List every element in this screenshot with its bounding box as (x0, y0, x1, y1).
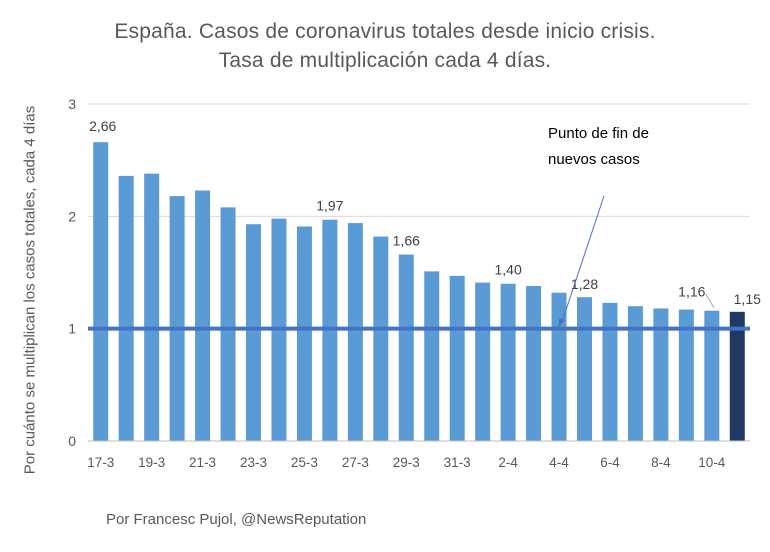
y-tick-label: 3 (68, 96, 76, 112)
data-label: 1,66 (393, 233, 420, 249)
x-tick-label: 29-3 (393, 455, 420, 470)
annotation-arrow (561, 195, 605, 323)
footer-credit: Por Francesc Pujol, @NewsReputation (106, 511, 367, 528)
chart-title: España. Casos de coronavirus totales des… (114, 20, 656, 43)
x-tick-label: 4-4 (549, 455, 569, 470)
bar (296, 226, 312, 441)
bar (729, 311, 745, 441)
bar (118, 175, 134, 442)
y-tick-label: 1 (68, 321, 76, 337)
y-tick-label: 0 (68, 433, 76, 449)
bar (169, 196, 185, 441)
x-tick-label: 8-4 (651, 455, 671, 470)
y-axis-label: Por cuánto se multiplican los casos tota… (21, 105, 39, 475)
bar (704, 310, 720, 441)
x-tick-label: 2-4 (498, 455, 518, 470)
data-label: 1,15 (734, 291, 761, 307)
bar (449, 275, 465, 441)
x-tick-label: 21-3 (189, 455, 216, 470)
bar (347, 223, 363, 441)
x-tick-label: 17-3 (87, 455, 114, 470)
leader-line (705, 293, 715, 308)
x-tick-label: 27-3 (342, 455, 369, 470)
bar (577, 297, 592, 441)
bar (678, 309, 694, 441)
bar (475, 282, 491, 441)
bar (93, 142, 109, 441)
bar (246, 224, 261, 441)
chart-subtitle: Tasa de multiplicación cada 4 días. (218, 49, 552, 72)
bar (424, 271, 440, 441)
bar (398, 254, 414, 441)
bar (373, 236, 389, 441)
annotation-arrowhead (558, 318, 565, 328)
x-tick-label: 31-3 (444, 455, 471, 470)
data-label: 1,40 (494, 262, 521, 278)
x-tick-label: 23-3 (240, 455, 267, 470)
annotation-text: Punto de fin de nuevos casos (548, 125, 649, 168)
bar (195, 190, 211, 441)
data-label: 1,28 (571, 276, 598, 292)
bar (500, 283, 516, 441)
data-label: 1,97 (316, 198, 343, 214)
bar (526, 285, 542, 441)
x-tick-label: 10-4 (698, 455, 726, 470)
bar (627, 306, 643, 441)
data-label: 2,66 (89, 118, 116, 134)
bar (144, 173, 160, 441)
bar (653, 308, 669, 441)
x-tick-label: 6-4 (600, 455, 620, 470)
bar (220, 207, 236, 441)
x-tick-label: 25-3 (291, 455, 318, 470)
data-label: 1,16 (678, 284, 705, 300)
y-tick-label: 2 (68, 208, 76, 224)
bar (602, 302, 618, 441)
x-tick-label: 19-3 (138, 455, 165, 470)
